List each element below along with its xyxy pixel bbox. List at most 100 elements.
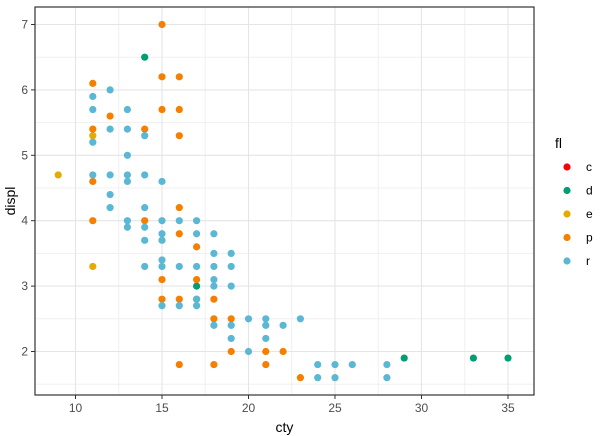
y-tick-label: 5	[21, 148, 28, 162]
data-point	[175, 105, 183, 114]
data-point	[123, 105, 131, 114]
panel-border	[34, 6, 535, 396]
data-point	[158, 230, 166, 238]
legend-label: d	[586, 184, 593, 198]
data-point	[193, 262, 201, 271]
data-point	[193, 302, 201, 310]
data-point	[469, 354, 477, 362]
data-point	[296, 374, 304, 382]
data-point	[123, 223, 131, 231]
data-point	[158, 20, 166, 29]
data-point	[89, 92, 97, 101]
data-point	[210, 295, 218, 303]
y-axis-label: displ	[2, 187, 18, 216]
data-point	[193, 275, 201, 284]
data-point	[158, 302, 166, 310]
data-point	[89, 262, 97, 271]
data-point	[227, 282, 235, 290]
x-tick-label: 30	[415, 401, 429, 415]
data-point	[123, 177, 131, 186]
data-point	[210, 262, 218, 271]
data-point	[158, 275, 166, 284]
data-point	[262, 360, 270, 369]
data-point	[89, 177, 97, 186]
data-point	[262, 347, 270, 356]
data-point	[123, 151, 131, 159]
legend-label: p	[586, 231, 593, 245]
data-point	[262, 315, 270, 323]
data-point	[175, 302, 183, 310]
data-point	[227, 315, 235, 323]
data-point	[123, 125, 131, 133]
data-point	[279, 347, 287, 356]
y-tick-label: 4	[21, 214, 28, 228]
data-point	[158, 262, 166, 271]
data-point	[227, 334, 235, 343]
data-point	[383, 374, 391, 382]
y-tick-label: 7	[21, 18, 28, 32]
x-tick-label: 20	[242, 401, 256, 415]
data-point	[141, 53, 149, 61]
data-point	[383, 360, 391, 369]
x-tick-label: 15	[155, 401, 169, 415]
data-point	[123, 217, 131, 225]
data-point	[262, 334, 270, 343]
data-point	[175, 230, 183, 238]
data-point	[175, 132, 183, 140]
y-tick-label: 6	[21, 83, 28, 97]
data-point	[175, 262, 183, 271]
data-point	[89, 79, 97, 87]
data-point	[89, 125, 97, 133]
data-point	[158, 105, 166, 114]
x-tick-label: 10	[69, 401, 83, 415]
data-point	[210, 321, 218, 329]
x-tick-label: 25	[328, 401, 342, 415]
data-point	[123, 171, 131, 179]
legend-key-icon	[563, 210, 571, 218]
data-point	[210, 249, 218, 257]
data-point	[227, 347, 235, 356]
data-point	[141, 204, 149, 212]
data-point	[244, 347, 253, 356]
data-point	[54, 171, 62, 179]
data-point	[89, 132, 97, 140]
y-tick-label: 2	[21, 345, 28, 359]
legend-label: c	[586, 160, 592, 174]
data-point	[106, 112, 114, 120]
data-point	[279, 321, 287, 329]
data-point	[106, 86, 114, 94]
data-point	[141, 223, 149, 231]
data-point	[89, 105, 97, 114]
data-point	[106, 125, 114, 133]
data-point	[227, 262, 235, 271]
data-point	[141, 262, 149, 271]
data-point	[227, 321, 235, 329]
data-point	[141, 171, 149, 179]
data-point	[348, 360, 356, 369]
data-point	[210, 230, 218, 238]
legend-key-icon	[563, 233, 571, 242]
data-point	[141, 236, 149, 244]
data-point	[331, 374, 339, 382]
legend-key-icon	[563, 257, 571, 265]
data-point	[89, 217, 97, 225]
data-point	[158, 217, 166, 225]
data-point	[141, 125, 149, 133]
data-point	[193, 282, 201, 290]
legend-title: fl	[555, 135, 562, 151]
data-point	[314, 360, 322, 369]
y-tick-label: 3	[21, 279, 28, 293]
data-point	[175, 204, 183, 212]
data-point	[175, 360, 183, 369]
data-point	[193, 230, 201, 238]
data-point	[193, 295, 201, 303]
data-point	[158, 256, 166, 264]
data-point	[106, 204, 114, 212]
data-point	[210, 360, 218, 369]
data-point	[141, 132, 149, 140]
data-point	[210, 275, 218, 284]
data-point	[504, 354, 512, 362]
data-point	[227, 249, 235, 257]
legend-key-icon	[563, 186, 571, 195]
